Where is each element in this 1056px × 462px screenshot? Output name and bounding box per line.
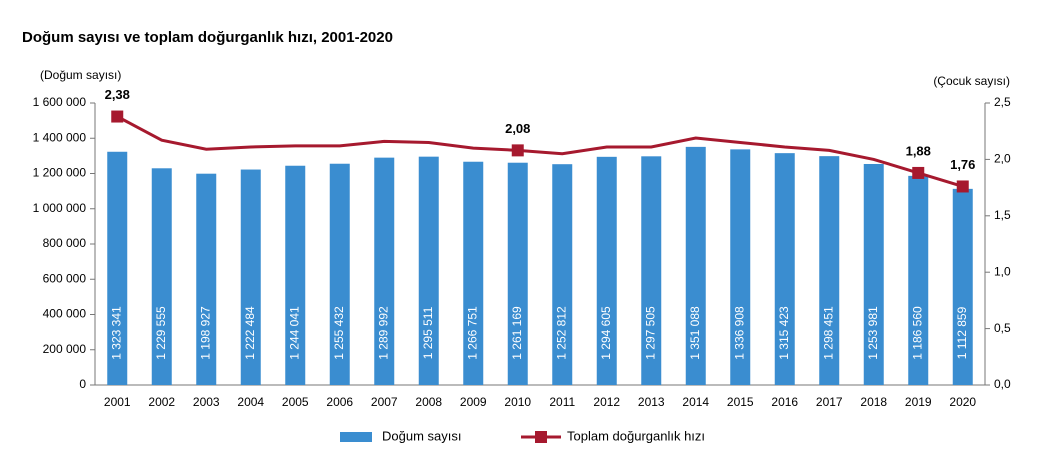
bar [819,156,840,385]
bar [418,156,439,385]
x-tick-label: 2008 [415,395,442,409]
bar [774,153,795,385]
legend-label: Toplam doğurganlık hızı [567,428,705,443]
bar-value-label: 1 294 605 [599,306,613,360]
bar [685,146,706,385]
bar-value-label: 1 112 859 [955,306,969,359]
x-tick-label: 2004 [237,395,264,409]
x-tick-label: 2009 [460,395,487,409]
y2-tick-label: 0,5 [994,321,1011,335]
x-tick-label: 2017 [816,395,843,409]
y-tick-label: 200 000 [43,342,87,356]
y-tick-label: 1 400 000 [33,130,87,144]
y2-tick-label: 1,0 [994,264,1011,278]
bar-value-label: 1 266 751 [465,306,479,360]
bar-value-label: 1 298 451 [821,306,835,360]
bar-value-label: 1 297 505 [643,306,657,360]
x-tick-label: 2006 [326,395,353,409]
y2-tick-label: 0,0 [994,377,1011,391]
bar [240,169,261,385]
bar [952,188,973,385]
bar-value-label: 1 351 088 [688,306,702,360]
x-tick-label: 2007 [371,395,398,409]
y-tick-label: 1 600 000 [33,95,87,109]
bar-value-label: 1 261 169 [510,306,524,360]
legend-label: Doğum sayısı [382,428,461,443]
bar [285,165,306,385]
legend-swatch [535,431,547,443]
x-tick-label: 2001 [104,395,131,409]
y-axis-label: (Doğum sayısı) [40,68,121,82]
bar-value-label: 1 295 511 [421,306,435,359]
x-tick-label: 2015 [727,395,754,409]
line-marker [956,180,969,193]
bar [596,156,617,385]
x-tick-label: 2014 [682,395,709,409]
bar [730,149,751,385]
bar [641,156,662,385]
bar-value-label: 1 186 560 [910,306,924,360]
x-tick-label: 2018 [860,395,887,409]
y2-tick-label: 1,5 [994,208,1011,222]
line-marker [111,110,124,123]
bar-value-label: 1 315 423 [777,306,791,360]
x-tick-label: 2016 [771,395,798,409]
bar [463,161,484,385]
chart-title: Doğum sayısı ve toplam doğurganlık hızı,… [22,29,393,46]
y2-tick-label: 2,0 [994,152,1011,166]
legend-swatch [340,432,372,442]
y-tick-label: 1 200 000 [33,166,87,180]
y-tick-label: 800 000 [43,236,87,250]
line-value-label: 2,08 [505,121,530,136]
y-tick-label: 600 000 [43,271,87,285]
line-value-label: 1,76 [950,157,975,172]
bar [329,163,350,385]
bar [107,151,128,385]
y-tick-label: 0 [79,377,86,391]
bar-value-label: 1 222 484 [243,306,257,360]
y2-tick-label: 2,5 [994,95,1011,109]
x-tick-label: 2019 [905,395,932,409]
line-value-label: 2,38 [105,87,130,102]
line-value-label: 1,88 [906,143,931,158]
x-tick-label: 2005 [282,395,309,409]
bar [151,168,172,385]
bar [863,163,884,385]
line [116,115,964,188]
bar-value-label: 1 252 812 [554,306,568,360]
x-tick-label: 2020 [949,395,976,409]
x-tick-label: 2011 [549,395,575,409]
bar-value-label: 1 229 555 [154,306,168,360]
bar [374,157,395,385]
x-tick-label: 2010 [504,395,531,409]
bar [196,173,217,385]
x-tick-label: 2003 [193,395,220,409]
bar-value-label: 1 244 041 [287,306,301,360]
y-tick-label: 1 000 000 [33,201,87,215]
bar-value-label: 1 253 981 [866,306,880,360]
bar-value-label: 1 198 927 [198,306,212,360]
x-tick-label: 2002 [148,395,175,409]
bar-value-label: 1 289 992 [376,306,390,360]
bar [908,175,929,385]
bar [507,162,528,385]
bar [552,164,573,385]
y2-axis-label: (Çocuk sayısı) [933,74,1010,88]
bar-value-label: 1 336 908 [732,306,746,360]
bar-value-label: 1 255 432 [332,306,346,360]
line-marker [912,166,925,179]
x-tick-label: 2013 [638,395,665,409]
bar-value-label: 1 323 341 [109,306,123,360]
line-marker [511,144,524,157]
y-tick-label: 400 000 [43,307,87,321]
x-tick-label: 2012 [593,395,620,409]
